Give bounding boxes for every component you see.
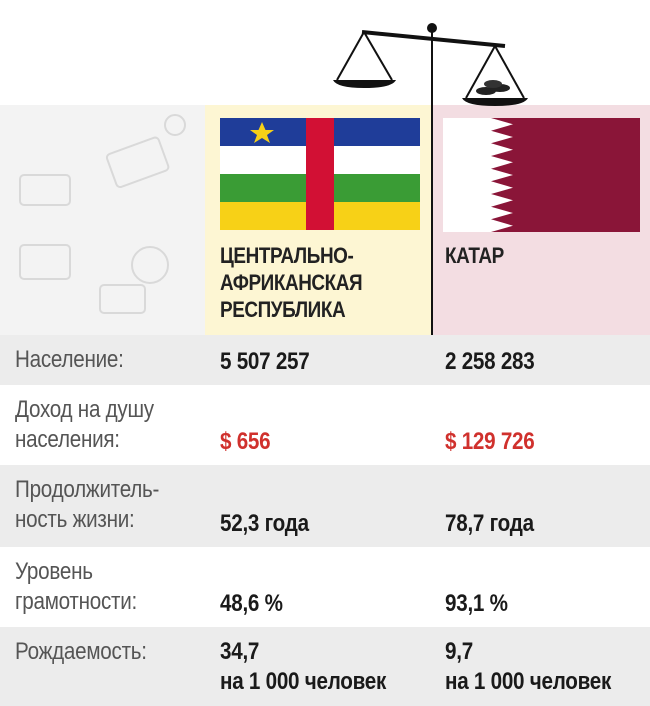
row-value: 5 507 257 — [220, 335, 324, 385]
label-line: ность жизни: — [15, 506, 135, 533]
value-line: на 1 000 человек — [445, 668, 612, 695]
value-line: 34,7 — [220, 638, 260, 665]
label-line: Население: — [15, 346, 124, 373]
label-line: грамотности: — [15, 588, 137, 615]
table-row: Население: 5 507 257 2 258 283 — [0, 335, 650, 385]
value-line: 2 258 283 — [445, 348, 535, 375]
row-value: 9,7 на 1 000 человек — [445, 627, 638, 706]
row-value: 93,1 % — [445, 547, 518, 627]
label-line: населения: — [15, 426, 120, 453]
row-label: Уровень грамотности: — [15, 547, 157, 627]
value-line: 9,7 — [445, 638, 473, 665]
row-value: $ 129 726 — [445, 385, 549, 465]
row-label: Продолжитель-ность жизни: — [15, 465, 183, 547]
country-name-line: АФРИКАНСКАЯ — [220, 270, 363, 295]
decor-background — [0, 105, 205, 335]
label-line: Продолжитель- — [15, 476, 160, 503]
label-line: Рождаемость: — [15, 638, 147, 665]
row-value: 48,6 % — [220, 547, 293, 627]
flag-qatar — [443, 118, 640, 232]
table-row: Уровень грамотности: 48,6 % 93,1 % — [0, 547, 650, 627]
row-label: Доход на душу населения: — [15, 385, 176, 465]
value-line: 48,6 % — [220, 590, 283, 617]
table-row: Рождаемость: 34,7 на 1 000 человек 9,7 на 1 … — [0, 627, 650, 706]
row-value: $ 656 — [220, 385, 279, 465]
value-line: 93,1 % — [445, 590, 508, 617]
country-name-line: ЦЕНТРАЛЬНО- — [220, 243, 354, 268]
value-line: 5 507 257 — [220, 348, 310, 375]
label-line: Уровень — [15, 558, 93, 585]
row-label: Рождаемость: — [15, 627, 168, 706]
table-row: Продолжитель-ность жизни: 52,3 года 78,7 г… — [0, 465, 650, 547]
value-line: 52,3 года — [220, 510, 309, 537]
value-line: $ 129 726 — [445, 428, 535, 455]
row-value: 52,3 года — [220, 465, 323, 547]
row-label: Население: — [15, 335, 141, 385]
row-value: 34,7 на 1 000 человек — [220, 627, 413, 706]
country-name-line: РЕСПУБЛИКА — [220, 297, 346, 322]
value-line: $ 656 — [220, 428, 271, 455]
value-line: на 1 000 человек — [220, 668, 387, 695]
label-line: Доход на душу — [15, 396, 154, 423]
value-line: 78,7 года — [445, 510, 534, 537]
row-value: 2 258 283 — [445, 335, 549, 385]
row-value: 78,7 года — [445, 465, 548, 547]
country-name: КАТАР — [445, 242, 513, 269]
country-name-line: КАТАР — [445, 243, 504, 268]
doodles — [19, 114, 186, 314]
table-row: Доход на душу населения: $ 656 $ 129 726 — [0, 385, 650, 465]
flag-car — [220, 118, 420, 230]
country-name: ЦЕНТРАЛЬНО- АФРИКАНСКАЯ РЕСПУБЛИКА — [220, 242, 385, 323]
